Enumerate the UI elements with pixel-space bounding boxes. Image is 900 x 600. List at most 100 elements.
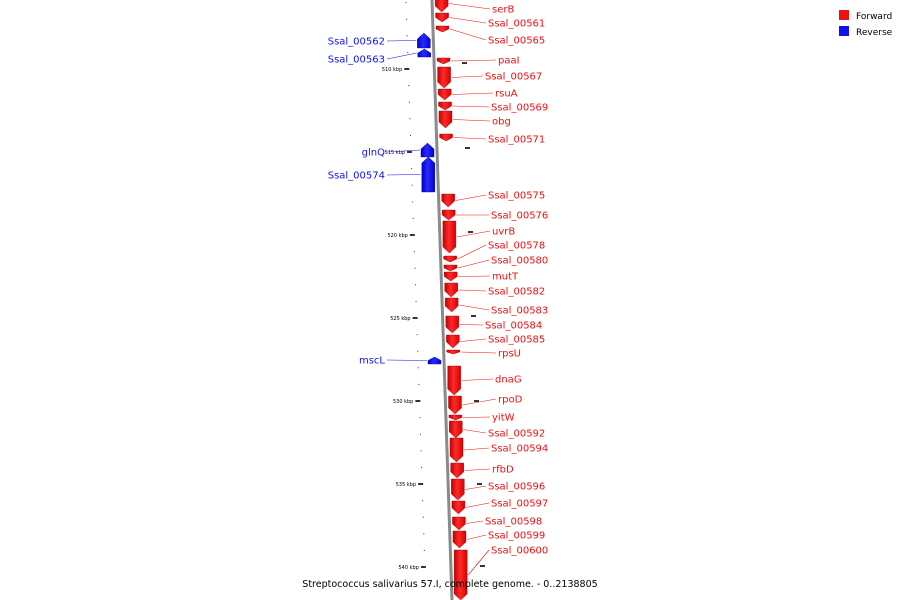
gene-label[interactable]: Ssal_00578 [488,241,545,252]
gene-label[interactable]: Ssal_00598 [485,517,542,528]
gene-label[interactable]: rsuA [495,89,518,100]
gene-arrow[interactable] [417,32,431,49]
gene-arrow[interactable] [452,516,466,531]
gene-label[interactable]: uvrB [492,227,515,238]
gene-arrow[interactable] [444,271,458,282]
gene-rfbd[interactable]: rfbD [450,462,514,479]
gene-label[interactable]: Ssal_00565 [488,36,545,47]
gene-rpod[interactable]: rpoD [448,395,523,415]
gene-glnq[interactable]: glnQ [362,142,435,159]
gene-arrow[interactable] [439,133,453,142]
gene-label[interactable]: Ssal_00569 [491,103,548,114]
gene-ssal-00585[interactable]: Ssal_00585 [446,335,545,349]
gene-arrow[interactable] [441,193,455,208]
gene-label[interactable]: rfbD [492,465,514,476]
gene-label[interactable]: mscL [359,356,385,367]
gene-label[interactable]: Ssal_00562 [328,37,385,48]
gene-label[interactable]: Ssal_00575 [488,191,545,202]
gene-arrow[interactable] [443,264,458,272]
gene-ssal-00563[interactable]: Ssal_00563 [328,48,431,66]
gene-ssal-00598[interactable]: Ssal_00598 [452,517,542,531]
gene-arrow[interactable] [435,25,450,33]
gene-label[interactable]: Ssal_00596 [488,482,545,493]
gene-ssal-00565[interactable]: Ssal_00565 [435,25,545,47]
gene-label[interactable]: obg [492,117,511,128]
gene-arrow[interactable] [450,462,464,479]
gene-rpsu[interactable]: rpsU [446,349,521,360]
gene-ssal-00574[interactable]: Ssal_00574 [328,156,436,193]
gene-arrow[interactable] [448,395,462,415]
gene-label[interactable]: Ssal_00585 [488,335,545,346]
gene-label[interactable]: Ssal_00582 [488,287,545,298]
gene-rsua[interactable]: rsuA [437,88,518,101]
gene-ssal-00600[interactable]: Ssal_00600 [453,546,548,600]
gene-arrow[interactable] [420,142,435,158]
gene-arrow[interactable] [438,101,452,111]
gene-arrow[interactable] [452,530,467,549]
gene-label[interactable]: paaI [498,56,520,67]
gene-label[interactable]: Ssal_00567 [485,72,542,83]
gene-label[interactable]: Ssal_00576 [491,211,548,222]
gene-label[interactable]: Ssal_00592 [488,429,545,440]
gene-uvrb[interactable]: uvrB [442,220,515,254]
gene-arrow[interactable] [438,110,453,129]
gene-arrow[interactable] [446,334,460,349]
gene-label[interactable]: Ssal_00561 [488,19,545,30]
gene-arrow[interactable] [448,414,463,421]
gene-label[interactable]: Ssal_00600 [491,546,548,557]
gene-arrow[interactable] [446,349,460,355]
gene-label[interactable]: rpsU [498,349,521,360]
gene-arrow[interactable] [451,478,465,501]
gene-ssal-00599[interactable]: Ssal_00599 [452,530,545,549]
gene-label[interactable]: Ssal_00580 [491,256,548,267]
gene-arrow[interactable] [427,356,442,365]
gene-label[interactable]: Ssal_00594 [491,444,548,455]
gene-ssal-00594[interactable]: Ssal_00594 [449,437,548,463]
gene-arrow[interactable] [444,297,459,313]
gene-arrow[interactable] [434,0,449,13]
gene-arrow[interactable] [437,66,451,89]
gene-ssal-00562[interactable]: Ssal_00562 [328,32,431,49]
gene-arrow[interactable] [445,315,460,334]
gene-arrow[interactable] [436,57,451,65]
gene-arrow[interactable] [444,282,458,298]
gene-label[interactable]: mutT [492,272,519,283]
gene-serb[interactable]: serB [434,0,514,16]
gene-label[interactable]: Ssal_00597 [491,499,548,510]
gene-ssal-00576[interactable]: Ssal_00576 [441,209,548,222]
gene-yitw[interactable]: yitW [448,413,515,424]
gene-label[interactable]: Ssal_00563 [328,55,385,66]
gene-arrow[interactable] [447,365,461,396]
gene-ssal-00578[interactable]: Ssal_00578 [443,241,546,263]
gene-label[interactable]: rpoD [498,395,523,406]
gene-ssal-00567[interactable]: Ssal_00567 [437,66,543,89]
gene-ssal-00580[interactable]: Ssal_00580 [443,256,548,272]
gene-label[interactable]: serB [492,5,514,16]
gene-ssal-00571[interactable]: Ssal_00571 [439,133,546,146]
gene-arrow[interactable] [437,88,452,101]
gene-ssal-00584[interactable]: Ssal_00584 [445,315,542,334]
gene-arrow[interactable] [435,12,449,23]
gene-arrow[interactable] [417,48,431,58]
gene-dnag[interactable]: dnaG [447,365,522,396]
gene-ssal-00575[interactable]: Ssal_00575 [441,191,546,208]
gene-label[interactable]: Ssal_00571 [488,135,545,146]
gene-arrow[interactable] [443,255,457,263]
gene-label[interactable]: Ssal_00599 [488,531,545,542]
gene-ssal-00596[interactable]: Ssal_00596 [451,478,545,501]
gene-ssal-00597[interactable]: Ssal_00597 [451,499,548,515]
gene-obg[interactable]: obg [438,110,511,129]
gene-ssal-00582[interactable]: Ssal_00582 [444,282,546,298]
gene-label[interactable]: yitW [492,413,515,424]
gene-ssal-00569[interactable]: Ssal_00569 [438,101,549,114]
gene-arrow[interactable] [453,549,468,600]
gene-arrow[interactable] [442,220,457,254]
gene-mscl[interactable]: mscL [359,356,442,367]
gene-arrow[interactable] [441,209,456,221]
gene-ssal-00583[interactable]: Ssal_00583 [444,297,548,317]
gene-arrow[interactable] [449,420,463,439]
gene-label[interactable]: Ssal_00583 [491,306,548,317]
gene-arrow[interactable] [421,156,436,193]
gene-label[interactable]: dnaG [495,375,522,386]
gene-paai[interactable]: paaI [436,56,520,67]
